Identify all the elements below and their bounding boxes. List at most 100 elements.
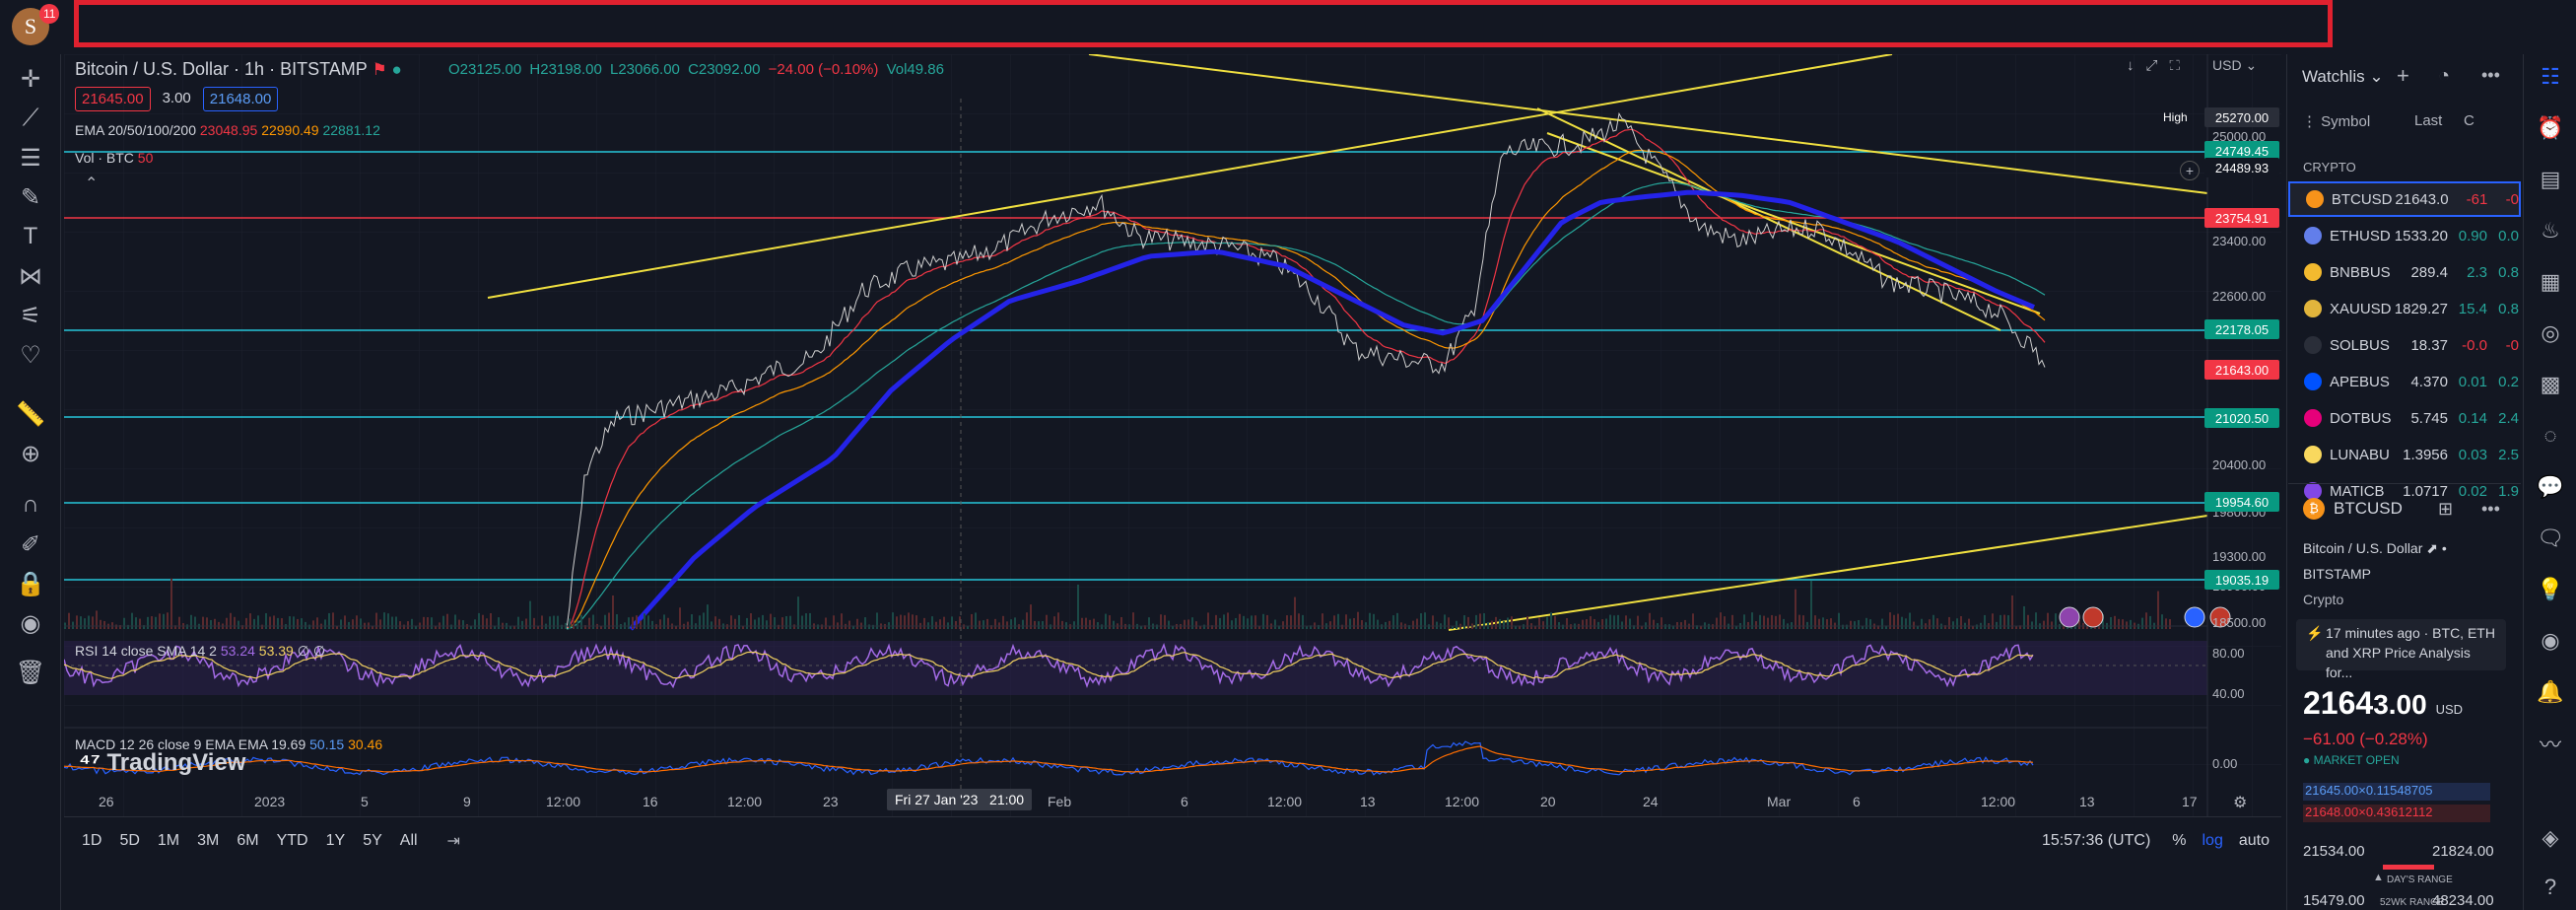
currency-select[interactable]: USD ⌄: [2212, 57, 2258, 73]
event-marker-icon[interactable]: [2059, 606, 2080, 628]
macd-legend[interactable]: MACD 12 26 close 9 EMA EMA 19.69 50.15 3…: [75, 736, 382, 752]
watchlist-title[interactable]: Watchlis ⌄: [2302, 67, 2384, 86]
watchlist-last: 1.0717: [2403, 482, 2448, 500]
lightbulb-icon[interactable]: 💡: [2537, 577, 2564, 601]
data-window-icon[interactable]: ▤: [2540, 167, 2561, 191]
axis-settings-icon[interactable]: ⚙: [2233, 795, 2248, 811]
pattern-icon[interactable]: ⋈: [19, 262, 42, 290]
volume-bar: [151, 616, 153, 629]
details-symbol[interactable]: BTCUSD: [2334, 499, 2403, 518]
range-5y[interactable]: 5Y: [363, 831, 382, 849]
details-name-row[interactable]: Bitcoin / U.S. Dollar ⬈ •: [2303, 540, 2447, 557]
crosshair-icon[interactable]: ✛: [20, 65, 41, 93]
details-more-icon[interactable]: •••: [2481, 499, 2500, 519]
column-symbol[interactable]: ⋮ Symbol: [2302, 112, 2370, 130]
trendline-icon[interactable]: ⟋: [22, 105, 39, 131]
watchlist-row[interactable]: DOTBUS 5.745 0.14 2.4: [2288, 400, 2521, 436]
details-grid-icon[interactable]: ⊞: [2438, 499, 2454, 519]
trendline[interactable]: [487, 54, 1893, 299]
volume-bar: [1018, 624, 1020, 629]
range-1m[interactable]: 1M: [157, 831, 180, 849]
chat-icon[interactable]: 💬: [2537, 474, 2564, 499]
collapse-legend-icon[interactable]: ⌃: [85, 175, 99, 192]
event-marker-icon[interactable]: [2184, 606, 2205, 628]
bell-icon[interactable]: 🔔: [2537, 679, 2564, 704]
watchlist-row[interactable]: MATICB 1.0717 0.02 1.9: [2288, 473, 2521, 509]
watchlist-row[interactable]: SOLBUS 18.37 -0.0 -0: [2288, 327, 2521, 363]
log-toggle[interactable]: log: [2202, 831, 2223, 849]
range-3m[interactable]: 3M: [197, 831, 220, 849]
watchlist-more-icon[interactable]: •••: [2481, 65, 2500, 85]
range-all[interactable]: All: [399, 831, 418, 849]
watchlist-icon[interactable]: ☷: [2541, 64, 2560, 89]
ruler-icon[interactable]: 📏: [16, 400, 45, 428]
watchlist-row[interactable]: APEBUS 4.370 0.01 0.2: [2288, 364, 2521, 399]
alarm-icon[interactable]: ⏰: [2537, 115, 2564, 140]
clock[interactable]: 15:57:36 (UTC): [2042, 831, 2151, 849]
trash-icon[interactable]: 🗑: [15, 659, 46, 686]
news-card[interactable]: ⚡ 17 minutes ago · BTC, ETH and XRP Pric…: [2296, 619, 2506, 680]
pencil-lock-icon[interactable]: ✐: [20, 530, 41, 558]
trendline[interactable]: [1448, 515, 2208, 631]
calendar-icon[interactable]: ▦: [2540, 269, 2561, 294]
ema-legend[interactable]: EMA 20/50/100/200 23048.95 22990.49 2288…: [75, 122, 380, 138]
watchlist-settings-icon[interactable]: ◔: [2438, 65, 2451, 87]
broadcast-icon[interactable]: ◉: [2541, 628, 2560, 653]
bid-button[interactable]: 21645.00: [75, 87, 151, 111]
expand-icon[interactable]: ⤢: [2145, 57, 2170, 74]
watchlist-row[interactable]: XAUUSD 1829.27 15.4 0.8: [2288, 291, 2521, 326]
add-symbol-icon[interactable]: +: [2397, 63, 2409, 88]
fullscreen-icon[interactable]: ⛶: [2169, 57, 2193, 74]
down-arrow-icon[interactable]: ↓: [2127, 57, 2146, 74]
percent-toggle[interactable]: %: [2172, 831, 2187, 849]
favorite-icon[interactable]: ♡: [20, 341, 41, 369]
text-icon[interactable]: T: [23, 223, 38, 249]
range-ytd[interactable]: YTD: [276, 831, 308, 849]
ideas-icon[interactable]: ◎: [2541, 320, 2560, 345]
watchlist-row[interactable]: LUNABU 1.3956 0.03 2.5: [2288, 437, 2521, 472]
section-crypto[interactable]: CRYPTO: [2303, 160, 2356, 175]
layers-icon[interactable]: ◈: [2542, 825, 2559, 850]
messages-icon[interactable]: 🗨: [2537, 525, 2564, 550]
column-last[interactable]: Last: [2414, 112, 2443, 129]
magnet-icon[interactable]: ∩: [22, 491, 39, 518]
range-1y[interactable]: 1Y: [325, 831, 346, 849]
symbol-title[interactable]: Bitcoin / U.S. Dollar · 1h · BITSTAMP ⚑ …: [75, 59, 402, 79]
volume-legend[interactable]: Vol · BTC 50: [75, 150, 153, 166]
watchlist-row[interactable]: ETHUSD 1533.20 0.90 0.0: [2288, 218, 2521, 253]
help-icon[interactable]: ?: [2543, 875, 2557, 899]
watchlist-row[interactable]: BNBBUS 289.4 2.3 0.8: [2288, 254, 2521, 290]
volume-bar: [1526, 616, 1528, 629]
volume-bar: [1929, 619, 1931, 629]
hotlist-icon[interactable]: ♨: [2541, 218, 2560, 243]
pulse-icon[interactable]: 〰: [2539, 733, 2561, 757]
brush-icon[interactable]: ✎: [20, 183, 41, 211]
volume-bar: [1073, 621, 1075, 629]
trade-icon[interactable]: ◌: [2543, 423, 2557, 448]
zoom-in-icon[interactable]: ⊕: [20, 440, 41, 467]
lock-icon[interactable]: 🔒: [16, 570, 45, 597]
trendline[interactable]: [1536, 107, 2001, 331]
column-change[interactable]: C: [2464, 112, 2474, 129]
event-marker-icon[interactable]: [2082, 606, 2104, 628]
volume-bar: [711, 621, 712, 629]
add-alert-icon[interactable]: +: [2180, 161, 2200, 180]
calendar-grid-icon[interactable]: ▩: [2540, 372, 2561, 396]
external-link-icon[interactable]: ⬈: [2426, 540, 2438, 556]
forecast-icon[interactable]: ⚟: [20, 302, 41, 329]
horizontal-lines-icon[interactable]: ☰: [20, 144, 41, 172]
range-6m[interactable]: 6M: [237, 831, 259, 849]
flag-icon[interactable]: ⚑: [372, 60, 387, 79]
range-5d[interactable]: 5D: [119, 831, 140, 849]
rsi-legend[interactable]: RSI 14 close SMA 14 2 53.24 53.39 ∅ ∅: [75, 643, 325, 660]
chart-canvas[interactable]: [64, 54, 2281, 816]
trendline[interactable]: [1546, 132, 2041, 315]
range-1d[interactable]: 1D: [82, 831, 102, 849]
eye-icon[interactable]: ◉: [20, 609, 41, 637]
event-marker-icon[interactable]: [2209, 606, 2231, 628]
ask-button[interactable]: 21648.00: [202, 87, 279, 111]
watchlist-row[interactable]: BTCUSD 21643.0 -61 -0: [2288, 181, 2521, 217]
goto-date-icon[interactable]: ⇥: [446, 832, 460, 850]
auto-toggle[interactable]: auto: [2238, 831, 2270, 849]
trendline[interactable]: [1088, 54, 2208, 194]
